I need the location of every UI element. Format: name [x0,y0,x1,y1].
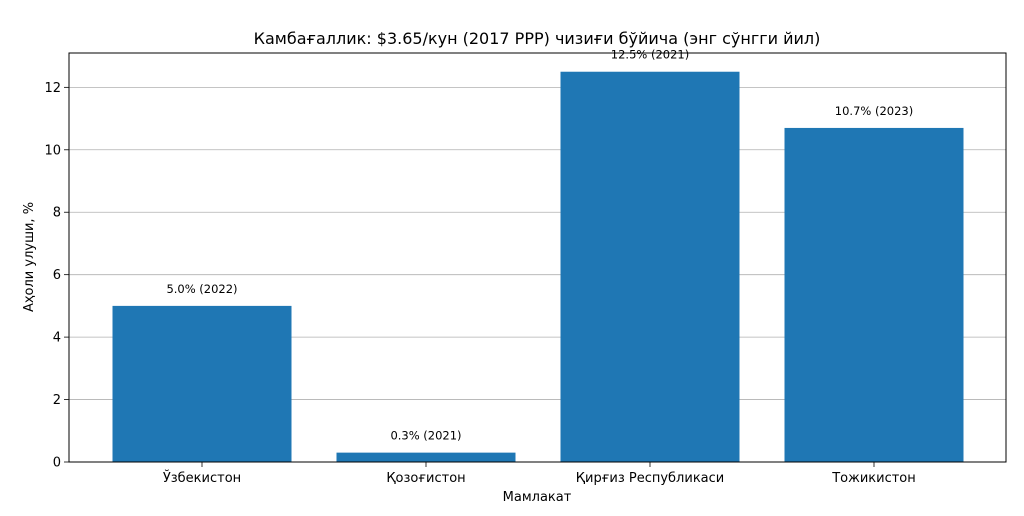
bars [112,71,964,463]
x-tick-label: Ўзбекистон [163,470,241,486]
bar [112,305,292,462]
bar [336,452,516,462]
y-tick-label: 8 [53,206,61,221]
y-axis: 0 2 4 6 8 10 12 [44,81,69,471]
bar-data-label: 5.0% (2022) [166,282,237,296]
x-axis: Ўзбекистон Қозоғистон Қирғиз Республикаси Т… [163,462,916,486]
y-tick-label: 2 [53,393,61,408]
y-tick-label: 12 [44,81,61,96]
y-tick-label: 4 [53,331,61,346]
plot-frame [68,52,1007,463]
bar [560,71,740,463]
y-tick-label: 0 [53,456,61,471]
bar-data-label: 12.5% (2021) [611,48,689,62]
chart-title: Камбағаллик: $3.65/кун (2017 PPP) чизиғи… [254,29,821,48]
x-tick-label: Қозоғистон [386,471,465,486]
y-tick-label: 10 [44,143,61,158]
x-tick-label: Тожикистон [831,471,916,486]
x-tick-label: Қирғиз Республикаси [576,471,724,486]
y-axis-label: Аҳоли улуши, % [22,202,37,312]
data-labels: 5.0% (2022) 0.3% (2021) 12.5% (2021) 10.7% … [166,48,913,443]
bar-data-label: 0.3% (2021) [390,429,461,443]
y-tick-label: 6 [53,268,61,283]
bar [784,127,964,462]
bar-data-label: 10.7% (2023) [835,104,913,118]
x-axis-label: Мамлакат [503,490,572,505]
